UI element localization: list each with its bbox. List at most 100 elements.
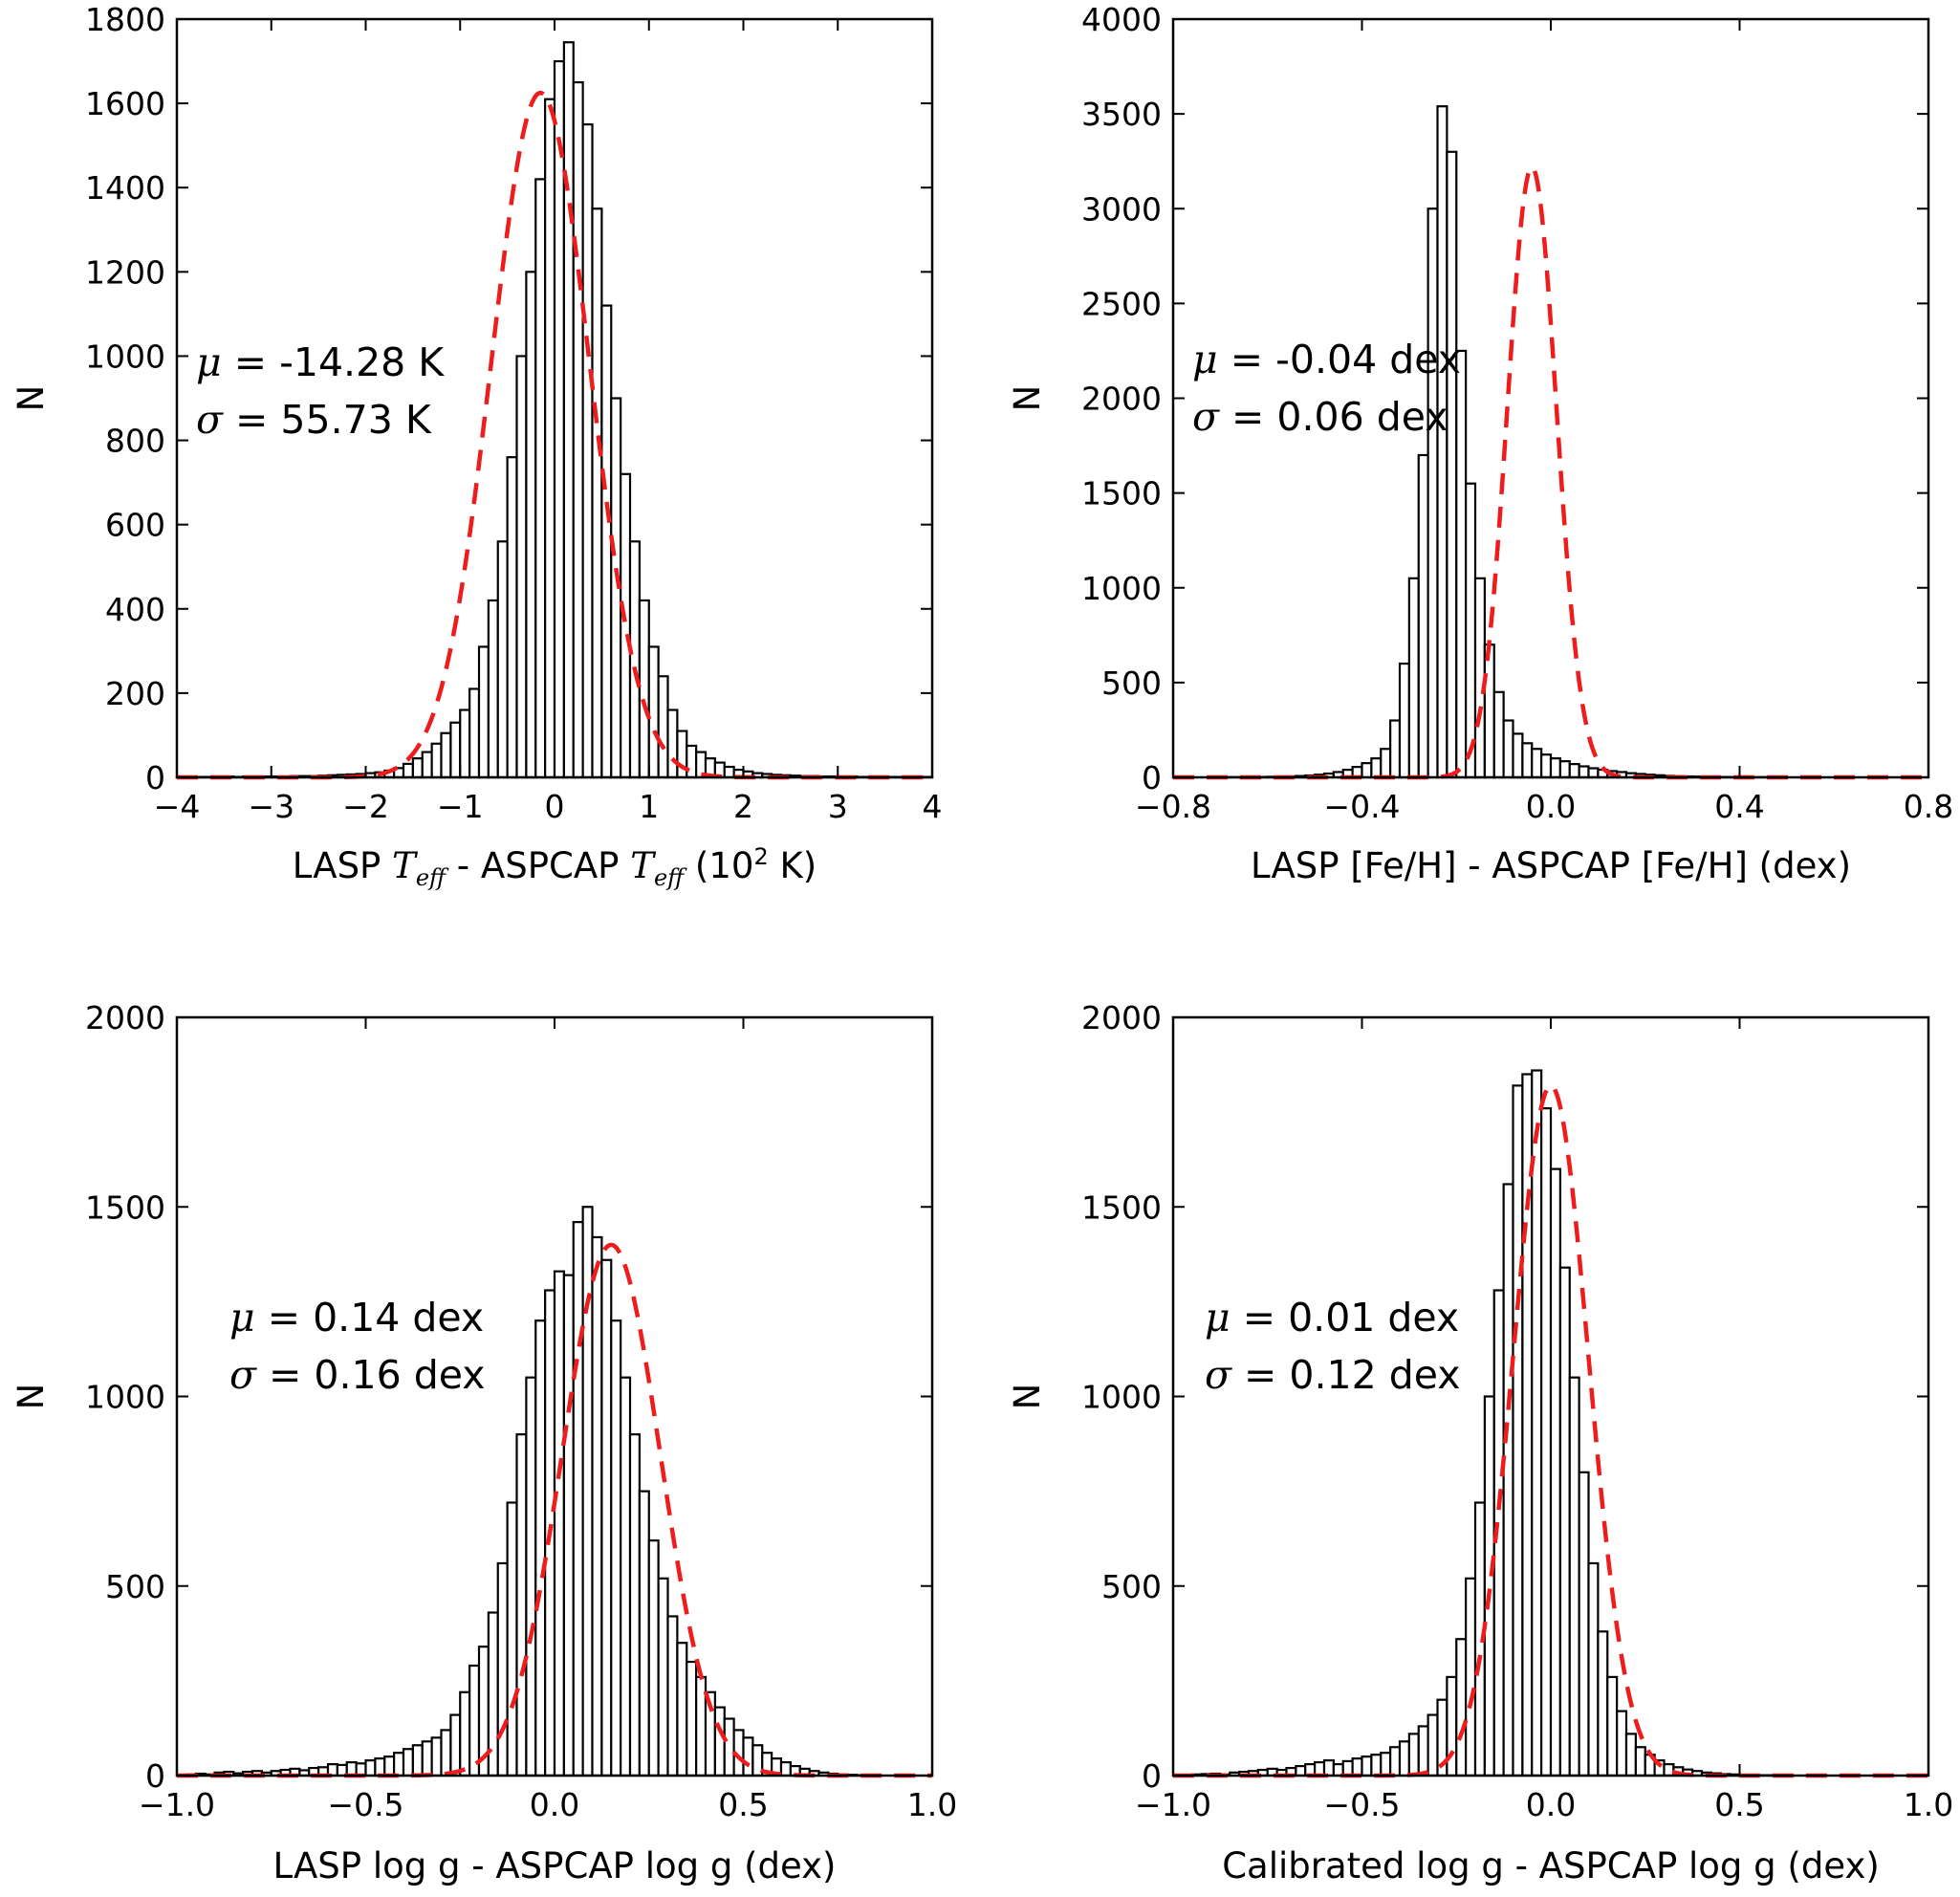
y-tick-label: 1000 [1081, 1379, 1162, 1416]
histogram-bar [725, 767, 734, 777]
y-tick-label: 0 [145, 1757, 165, 1795]
y-tick-label: 2000 [1081, 999, 1162, 1036]
x-tick-label: −3 [248, 788, 294, 825]
histogram-bar [366, 1760, 376, 1776]
y-tick-label: 1800 [85, 1, 165, 38]
histogram-bar [1485, 1397, 1494, 1777]
histogram-bar [384, 1756, 394, 1776]
x-tick-label: −0.5 [327, 1786, 403, 1823]
x-axis-label: Calibrated log g - ASPCAP log g (dex) [1222, 1845, 1880, 1886]
histogram-bar [1381, 1753, 1390, 1776]
mean-annotation: μ = 0.14 dex [229, 1295, 484, 1341]
histogram-bar [1532, 1071, 1541, 1776]
y-tick-label: 500 [1101, 665, 1162, 702]
histogram-bar [1400, 664, 1409, 777]
y-tick-label: 1000 [1081, 570, 1162, 607]
x-tick-label: 0.4 [1714, 788, 1764, 825]
histogram-bar [1514, 733, 1523, 777]
gaussian-fit-line [1173, 167, 1928, 777]
histogram-bar [583, 124, 593, 777]
histogram-bar [1381, 749, 1390, 777]
histogram-bar [1409, 1733, 1419, 1776]
sigma-annotation: σ = 0.12 dex [1205, 1352, 1461, 1398]
histogram-bar [574, 1222, 583, 1776]
x-tick-label: 3 [828, 788, 848, 825]
y-tick-label: 0 [1142, 1757, 1162, 1795]
histogram-bar [535, 1320, 545, 1776]
histogram-bar [479, 646, 489, 777]
histogram-bar [432, 744, 442, 777]
y-tick-label: 3000 [1081, 190, 1162, 228]
x-tick-label: 0.5 [1714, 1786, 1764, 1823]
x-tick-label: −1 [437, 788, 484, 825]
histogram-bar [1665, 1764, 1674, 1776]
histogram-bar [1617, 1712, 1626, 1776]
histogram-bar [1371, 758, 1381, 777]
x-axis-label: LASP [Fe/H] - ASPCAP [Fe/H] (dex) [1251, 845, 1851, 886]
y-tick-label: 0 [1142, 759, 1162, 796]
histogram-bar [1324, 1760, 1334, 1776]
histogram-bar [668, 1616, 678, 1776]
histogram-bar [574, 82, 583, 777]
histogram-bar [1560, 1268, 1570, 1776]
histogram-bar [1371, 1755, 1381, 1776]
histogram-bar [621, 1378, 630, 1776]
histogram-bar [659, 1579, 668, 1776]
histogram-bar [1353, 1758, 1362, 1776]
histogram-bar [686, 746, 696, 777]
y-tick-label: 1500 [85, 1188, 165, 1226]
histogram-bar [1532, 749, 1541, 777]
histogram-bar [1589, 1563, 1599, 1776]
histogram-bar [715, 1708, 725, 1776]
y-tick-label: 500 [105, 1568, 165, 1605]
y-tick-label: 2000 [85, 999, 165, 1036]
x-tick-label: 0.5 [718, 1786, 768, 1823]
histogram-bar [535, 179, 545, 777]
histogram-bar [1409, 578, 1419, 777]
y-tick-label: 1600 [85, 85, 165, 122]
y-tick-label: 200 [105, 675, 165, 712]
histogram-bar [545, 99, 555, 777]
histogram-bar [423, 1741, 432, 1776]
x-tick-label: −0.5 [1323, 1786, 1400, 1823]
mean-annotation: μ = -0.04 dex [1192, 337, 1461, 382]
mean-annotation: μ = -14.28 K [196, 339, 445, 385]
histogram-bar [1485, 644, 1494, 777]
histogram-bar [630, 1434, 640, 1776]
histogram-bar [498, 1563, 508, 1776]
histogram-bar [1456, 1639, 1466, 1776]
histogram-bar [423, 752, 432, 777]
sigma-annotation: σ = 0.16 dex [229, 1352, 486, 1398]
histogram-bar [442, 1730, 451, 1776]
histogram-bar [640, 600, 649, 777]
histogram-bar [413, 1745, 423, 1776]
histogram-bar [1560, 761, 1570, 777]
histogram-bar [601, 1260, 611, 1776]
histogram-bar [1428, 1715, 1438, 1776]
y-tick-label: 1000 [85, 1379, 165, 1416]
histogram-bar [555, 61, 564, 777]
histogram-bar [1447, 152, 1456, 777]
histogram-bar [781, 1762, 791, 1776]
histogram-bar [1598, 1631, 1607, 1776]
sigma-annotation: σ = 0.06 dex [1192, 394, 1448, 440]
mean-annotation: μ = 0.01 dex [1205, 1295, 1459, 1341]
histogram-bar [394, 1753, 403, 1776]
histogram-bar [489, 600, 498, 777]
histogram-bar [432, 1737, 442, 1776]
histogram-bar [659, 676, 668, 777]
y-tick-label: 400 [105, 591, 165, 628]
histogram-bar [1551, 758, 1560, 777]
histogram-bar [677, 1643, 686, 1776]
histogram-bar [1362, 763, 1372, 777]
histogram-bar [469, 1666, 479, 1776]
y-tick-label: 3500 [1081, 96, 1162, 133]
histogram-bar [564, 42, 574, 777]
sigma-annotation: σ = 55.73 K [196, 397, 432, 443]
x-tick-label: 0.0 [1526, 788, 1576, 825]
